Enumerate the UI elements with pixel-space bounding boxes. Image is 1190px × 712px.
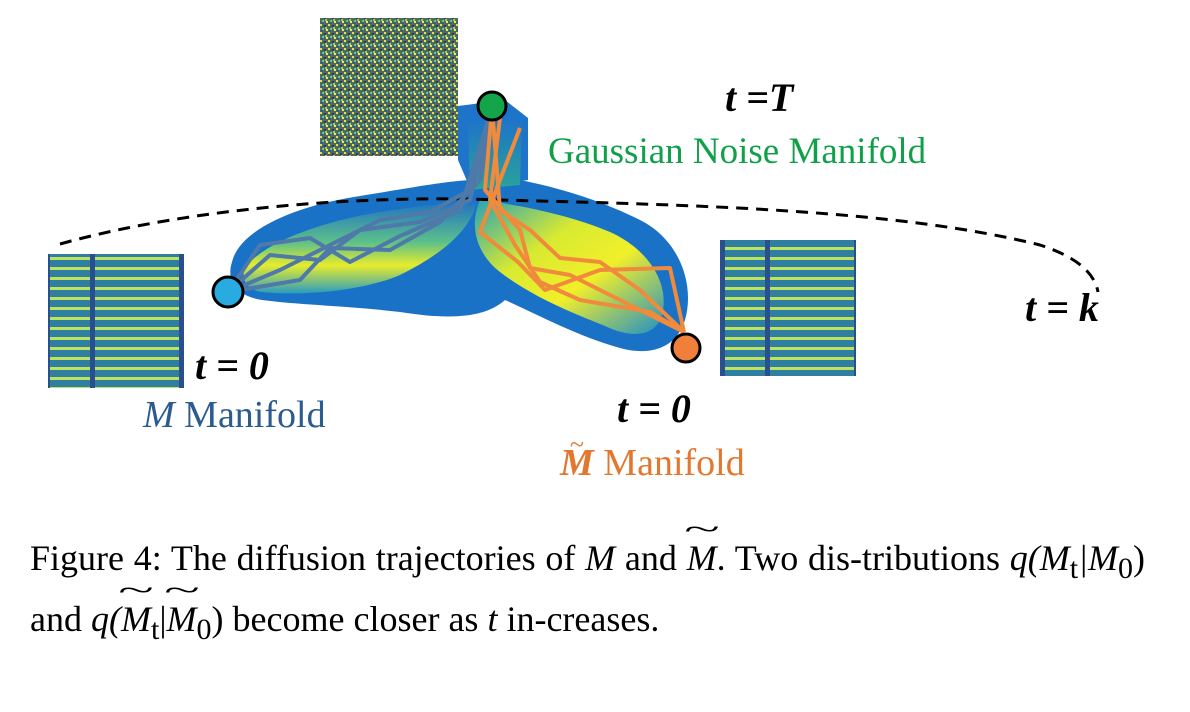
- m-symbol: M: [143, 394, 175, 436]
- figure-caption: Figure 4: The diffusion trajectories of …: [30, 513, 1145, 647]
- mt-manifold-text: Manifold: [593, 442, 745, 484]
- mt-symbol: ~ M: [560, 430, 594, 484]
- spectrogram-left: [48, 254, 184, 388]
- label-gaussian: Gaussian Noise Manifold: [548, 131, 927, 172]
- m-manifold-text: Manifold: [174, 394, 326, 436]
- label-t-top: t =T: [725, 75, 794, 120]
- blue-trajectories: [226, 107, 494, 294]
- mt-node: [670, 332, 702, 364]
- noise-node: [476, 90, 508, 122]
- spectrogram-right: [720, 240, 856, 376]
- label-m-manifold: M Manifold: [143, 396, 326, 434]
- orange-trajectories: [478, 107, 686, 334]
- diffusion-trajectory-diagram: [48, 18, 1100, 388]
- label-mt-manifold: ~ M Manifold: [560, 430, 745, 484]
- label-t-k: t = k: [1025, 285, 1099, 330]
- label-t-right: t = 0: [617, 386, 691, 431]
- noise-image: [320, 18, 458, 156]
- label-t-left: t = 0: [195, 343, 269, 388]
- m-node: [211, 275, 245, 309]
